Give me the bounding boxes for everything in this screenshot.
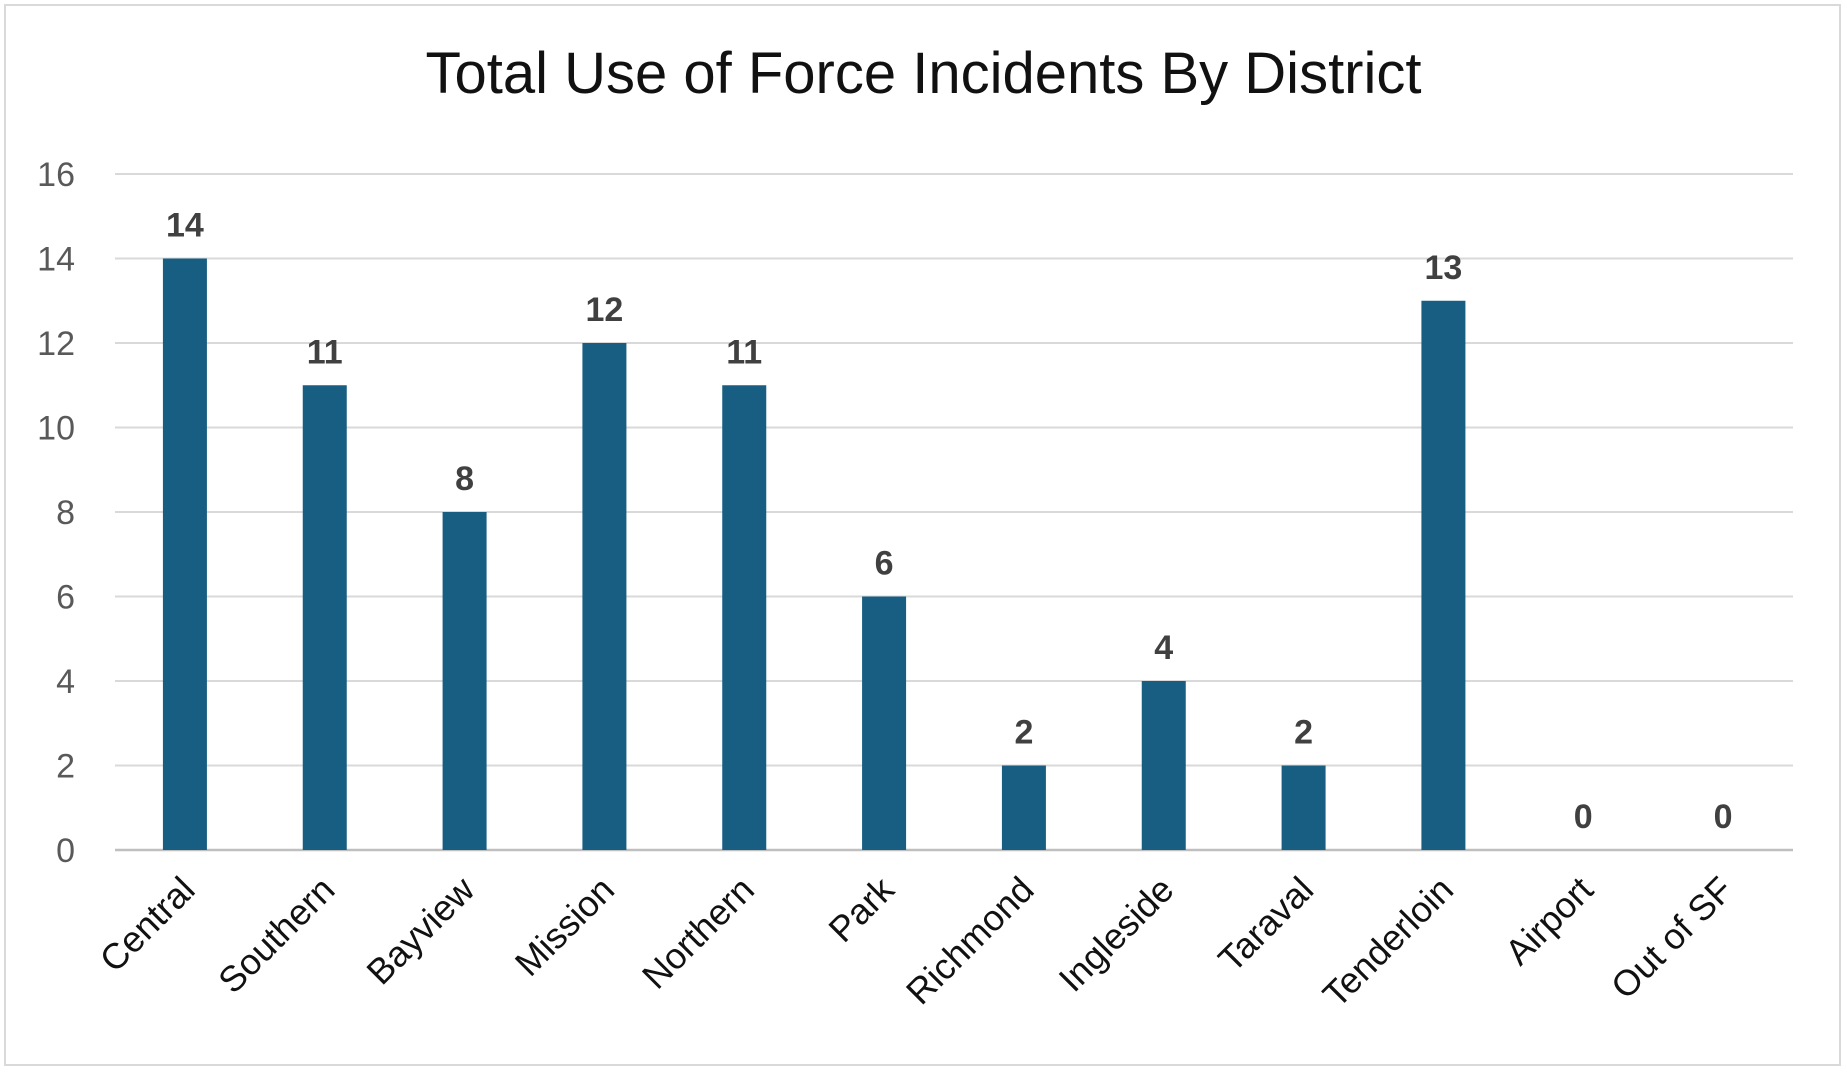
y-tick-label: 0 <box>56 832 75 870</box>
x-tick-label: Ingleside <box>1051 869 1182 1000</box>
bar-northern <box>722 385 767 850</box>
x-tick-label: Out of SF <box>1603 869 1741 1007</box>
bar-mission <box>582 343 627 850</box>
data-label: 14 <box>166 207 204 245</box>
data-label: 11 <box>307 333 343 371</box>
chart-title: Total Use of Force Incidents By District <box>425 41 1422 106</box>
y-tick-label: 12 <box>37 325 75 363</box>
bar-park <box>862 596 907 850</box>
x-tick-label: Southern <box>210 869 342 1001</box>
data-label: 11 <box>726 333 762 371</box>
bar-bayview <box>442 512 487 850</box>
bar-richmond <box>1001 765 1046 850</box>
x-axis-ticks: Central Southern Bayview Mission Northern Par… <box>92 868 1741 1015</box>
bar-tenderloin <box>1421 300 1466 850</box>
data-label: 12 <box>586 291 624 329</box>
y-tick-label: 16 <box>37 156 75 194</box>
bar-taraval <box>1281 765 1326 850</box>
y-tick-label: 2 <box>56 748 75 786</box>
data-label: 8 <box>455 460 474 498</box>
bars <box>162 258 1466 850</box>
data-labels: 14 11 8 12 11 6 2 4 2 13 0 0 <box>166 207 1733 837</box>
x-tick-label: Taraval <box>1210 869 1321 980</box>
data-label: 0 <box>1714 798 1733 836</box>
data-label: 6 <box>875 545 894 583</box>
bar-ingleside <box>1141 681 1186 850</box>
bar-central <box>162 258 207 850</box>
data-label: 0 <box>1574 798 1593 836</box>
bar-southern <box>302 385 347 850</box>
data-label: 2 <box>1294 714 1313 752</box>
x-tick-label: Tenderloin <box>1315 869 1461 1015</box>
x-tick-label: Bayview <box>358 868 482 992</box>
y-axis-ticks: 0 2 4 6 8 10 12 14 16 <box>37 156 75 870</box>
x-tick-label: Central <box>92 869 203 980</box>
x-tick-label: Mission <box>507 869 622 984</box>
data-label: 2 <box>1014 714 1033 752</box>
data-label: 13 <box>1425 249 1463 287</box>
x-tick-label: Richmond <box>898 869 1042 1013</box>
x-tick-label: Northern <box>634 869 762 997</box>
x-tick-label: Park <box>820 868 902 950</box>
data-label: 4 <box>1154 629 1173 667</box>
y-tick-label: 14 <box>37 241 75 279</box>
gridlines <box>115 173 1793 852</box>
y-tick-label: 8 <box>56 494 75 532</box>
y-tick-label: 6 <box>56 579 75 617</box>
x-tick-label: Airport <box>1497 869 1601 973</box>
y-tick-label: 10 <box>37 410 75 448</box>
y-tick-label: 4 <box>56 663 75 701</box>
